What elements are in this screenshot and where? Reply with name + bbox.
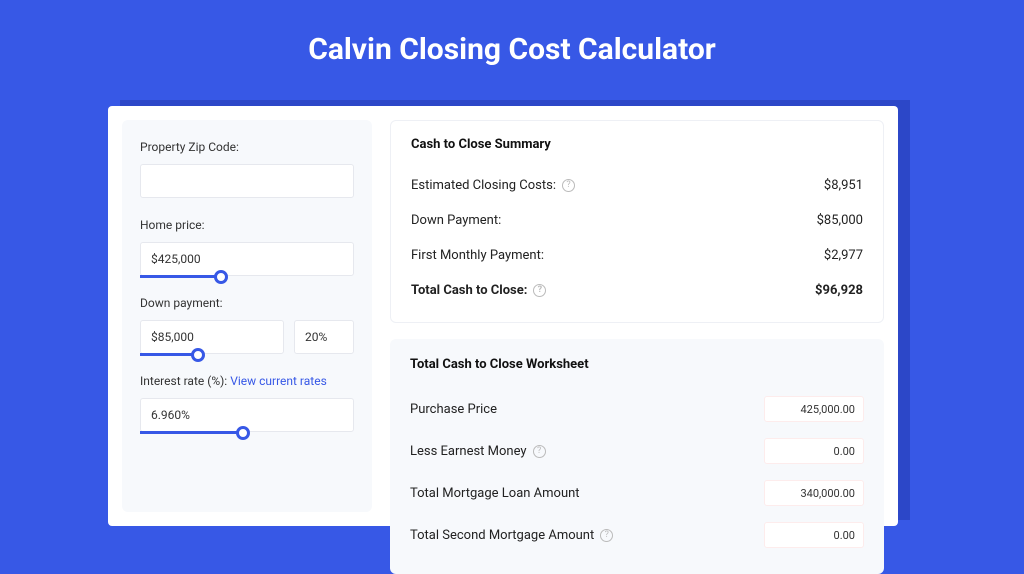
- interest-thumb[interactable]: [236, 426, 250, 440]
- ws-row-earnest-money: Less Earnest Money ?: [410, 430, 864, 472]
- interest-field-group: Interest rate (%): View current rates: [140, 374, 354, 432]
- down-payment-slider[interactable]: [140, 320, 284, 354]
- home-price-slider[interactable]: [140, 242, 354, 276]
- summary-row-closing-costs: Estimated Closing Costs: ? $8,951: [411, 168, 863, 203]
- interest-slider[interactable]: [140, 398, 354, 432]
- home-price-thumb[interactable]: [214, 270, 228, 284]
- home-price-track: [140, 275, 221, 278]
- inputs-panel: Property Zip Code: Home price: Down paym…: [122, 120, 372, 512]
- summary-row-first-payment: First Monthly Payment: $2,977: [411, 238, 863, 273]
- summary-heading: Cash to Close Summary: [411, 137, 863, 152]
- interest-track: [140, 431, 243, 434]
- ws-row-loan-amount: Total Mortgage Loan Amount: [410, 472, 864, 514]
- summary-value-down-payment: $85,000: [817, 213, 863, 228]
- summary-box: Cash to Close Summary Estimated Closing …: [390, 120, 884, 323]
- summary-row-total: Total Cash to Close: ? $96,928: [411, 273, 863, 308]
- help-icon[interactable]: ?: [533, 284, 546, 297]
- interest-label-text: Interest rate (%):: [140, 374, 230, 388]
- home-price-input[interactable]: [140, 242, 354, 276]
- down-payment-input[interactable]: [140, 320, 284, 354]
- summary-label-first-payment: First Monthly Payment:: [411, 248, 544, 263]
- down-payment-label: Down payment:: [140, 296, 354, 310]
- zip-label: Property Zip Code:: [140, 140, 354, 154]
- ws-input-second-mortgage[interactable]: [764, 522, 864, 548]
- ws-row-purchase-price: Purchase Price: [410, 388, 864, 430]
- home-price-field-group: Home price:: [140, 218, 354, 276]
- summary-label-total: Total Cash to Close:: [411, 283, 527, 298]
- summary-value-total: $96,928: [815, 283, 863, 298]
- help-icon[interactable]: ?: [600, 529, 613, 542]
- ws-input-loan-amount[interactable]: [764, 480, 864, 506]
- ws-input-purchase-price[interactable]: [764, 396, 864, 422]
- down-payment-thumb[interactable]: [191, 348, 205, 362]
- view-rates-link[interactable]: View current rates: [230, 374, 327, 388]
- ws-input-earnest-money[interactable]: [764, 438, 864, 464]
- interest-label: Interest rate (%): View current rates: [140, 374, 354, 388]
- home-price-label: Home price:: [140, 218, 354, 232]
- down-payment-track: [140, 353, 198, 356]
- summary-label-down-payment: Down Payment:: [411, 213, 501, 228]
- results-panel: Cash to Close Summary Estimated Closing …: [390, 120, 884, 512]
- help-icon[interactable]: ?: [562, 179, 575, 192]
- page-title: Calvin Closing Cost Calculator: [0, 0, 1024, 91]
- summary-value-first-payment: $2,977: [824, 248, 863, 263]
- worksheet-heading: Total Cash to Close Worksheet: [410, 357, 864, 372]
- ws-row-second-mortgage: Total Second Mortgage Amount ?: [410, 514, 864, 556]
- ws-label-second-mortgage: Total Second Mortgage Amount: [410, 528, 594, 543]
- down-payment-pct-input[interactable]: [294, 320, 354, 354]
- summary-label-closing-costs: Estimated Closing Costs:: [411, 178, 556, 193]
- zip-field-group: Property Zip Code:: [140, 140, 354, 198]
- ws-label-loan-amount: Total Mortgage Loan Amount: [410, 486, 580, 501]
- worksheet-box: Total Cash to Close Worksheet Purchase P…: [390, 339, 884, 574]
- down-payment-field-group: Down payment:: [140, 296, 354, 354]
- summary-row-down-payment: Down Payment: $85,000: [411, 203, 863, 238]
- calculator-card: Property Zip Code: Home price: Down paym…: [108, 106, 898, 526]
- zip-input[interactable]: [140, 164, 354, 198]
- ws-label-earnest-money: Less Earnest Money: [410, 444, 527, 459]
- summary-value-closing-costs: $8,951: [824, 178, 863, 193]
- help-icon[interactable]: ?: [533, 445, 546, 458]
- ws-label-purchase-price: Purchase Price: [410, 402, 497, 417]
